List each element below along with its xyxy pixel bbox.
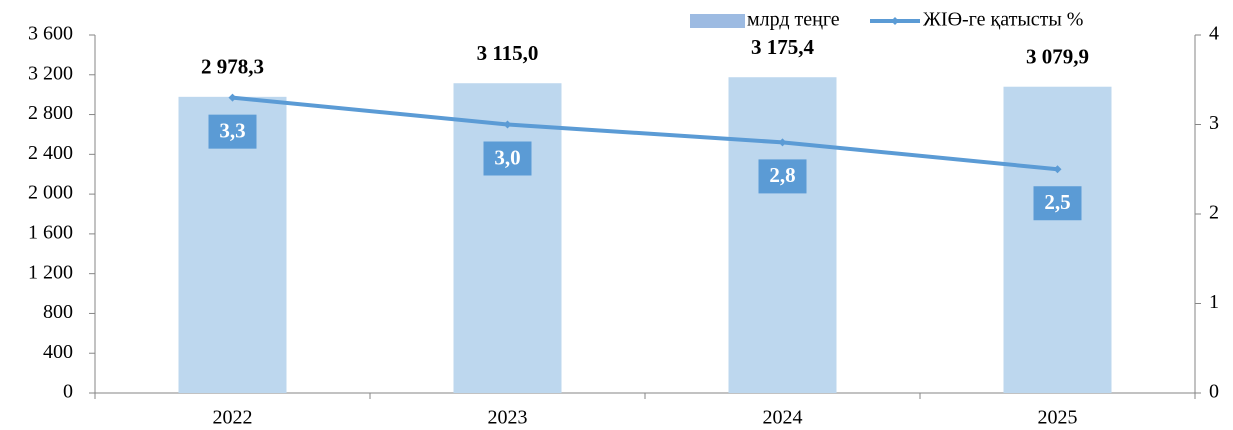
line-value-label: 2,5 xyxy=(1044,190,1070,214)
x-tick-label: 2023 xyxy=(488,407,528,429)
y-tick-label: 400 xyxy=(43,341,73,363)
y-tick-label: 3 200 xyxy=(28,62,73,84)
y2-tick-label: 2 xyxy=(1209,202,1219,224)
line xyxy=(232,95,1058,172)
legend-label: млрд теңге xyxy=(747,9,840,31)
legend-marker xyxy=(891,17,899,25)
value-label-box xyxy=(483,141,532,176)
point-marker xyxy=(503,120,512,129)
bar xyxy=(728,77,837,393)
y-tick-label: 1 200 xyxy=(28,261,73,283)
bar xyxy=(453,83,562,393)
line-value-label: 3,0 xyxy=(494,145,520,169)
line-value-label: 3,3 xyxy=(219,118,245,142)
y2-tick-label: 1 xyxy=(1209,291,1219,313)
y-tick-label: 2 000 xyxy=(28,182,73,204)
bar-value-label: 3 079,9 xyxy=(1026,45,1089,69)
line-value-label: 2,8 xyxy=(769,163,795,187)
x-tick-label: 2025 xyxy=(1038,407,1078,429)
y-tick-label: 2 400 xyxy=(28,142,73,164)
y2-tick-label: 3 xyxy=(1209,112,1219,134)
y2-tick-label: 4 xyxy=(1209,23,1219,45)
y-tick-label: 800 xyxy=(43,301,73,323)
y-tick-label: 0 xyxy=(63,381,73,403)
y-tick-label: 2 800 xyxy=(28,102,73,124)
point-marker xyxy=(1053,165,1062,174)
y-tick-label: 3 600 xyxy=(28,23,73,45)
legend-label: ЖІӨ-ге қатысты % xyxy=(923,9,1083,31)
bar-value-label: 2 978,3 xyxy=(201,55,264,79)
point-marker xyxy=(778,138,787,147)
bar xyxy=(1003,86,1112,393)
value-label-box xyxy=(1033,186,1082,221)
bar-value-label: 3 175,4 xyxy=(751,35,815,59)
x-tick-label: 2022 xyxy=(213,407,253,429)
y-tick-label: 1 600 xyxy=(28,221,73,243)
legend-swatch xyxy=(690,14,745,28)
x-tick-label: 2024 xyxy=(763,407,803,429)
point-marker xyxy=(228,93,237,102)
y2-tick-label: 0 xyxy=(1209,381,1219,403)
value-label-box xyxy=(208,114,257,149)
value-label-box xyxy=(758,159,807,194)
bar-value-label: 3 115,0 xyxy=(477,41,539,65)
